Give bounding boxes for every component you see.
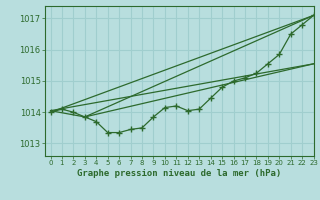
X-axis label: Graphe pression niveau de la mer (hPa): Graphe pression niveau de la mer (hPa) (77, 169, 281, 178)
